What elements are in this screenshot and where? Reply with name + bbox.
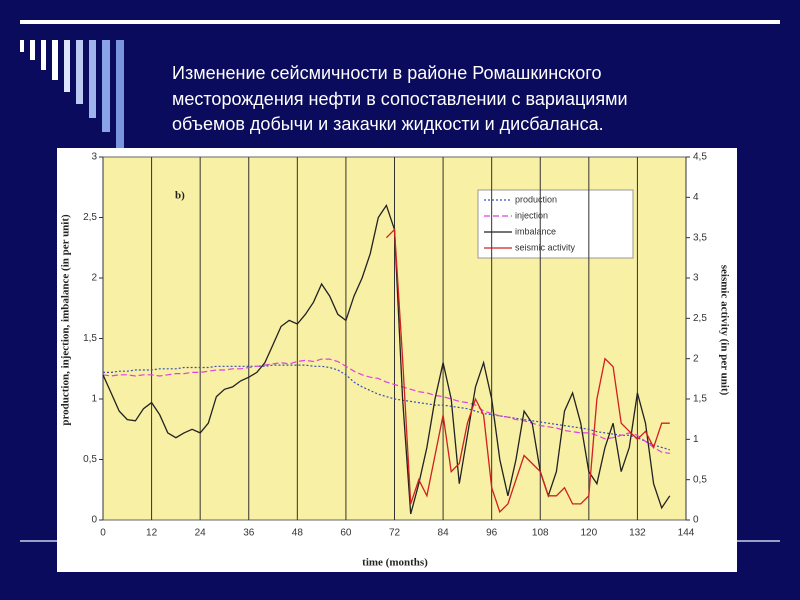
y-tick-label: 2 xyxy=(91,273,97,284)
x-tick-label: 24 xyxy=(195,528,207,539)
y2-tick-label: 1 xyxy=(693,434,699,445)
y-tick-label: 1,5 xyxy=(83,333,97,344)
series-line xyxy=(102,358,670,454)
y2-tick-label: 3 xyxy=(693,273,699,284)
legend-label: production xyxy=(515,194,557,204)
y-tick-label: 2,5 xyxy=(83,212,97,223)
x-tick-label: 96 xyxy=(486,528,498,539)
x-tick-label: 144 xyxy=(678,528,695,539)
x-tick-label: 60 xyxy=(340,528,352,539)
y-tick-label: 0,5 xyxy=(83,454,97,465)
title-line: Изменение сейсмичности в районе Ромашкин… xyxy=(172,63,601,83)
legend-label: injection xyxy=(515,210,548,220)
legend-label: seismic activity xyxy=(515,242,576,252)
x-tick-label: 0 xyxy=(100,528,106,539)
x-tick-label: 48 xyxy=(292,528,304,539)
decor-stripes xyxy=(20,40,124,148)
series-line xyxy=(102,203,671,515)
y-tick-label: 1 xyxy=(91,394,97,405)
x-tick-label: 12 xyxy=(146,528,158,539)
x-tick-label: 72 xyxy=(389,528,401,539)
legend-label: imbalance xyxy=(515,226,556,236)
y-axis-label: production, injection, imbalance (in per… xyxy=(60,214,72,426)
y-tick-label: 3 xyxy=(91,152,97,163)
x-tick-label: 84 xyxy=(438,528,450,539)
y2-tick-label: 0 xyxy=(693,515,699,526)
y2-tick-label: 0,5 xyxy=(693,474,707,485)
x-tick-label: 120 xyxy=(580,528,597,539)
legend-box xyxy=(477,189,634,259)
y2-tick-label: 2 xyxy=(693,353,699,364)
x-tick-label: 108 xyxy=(532,528,549,539)
y2-tick-label: 2,5 xyxy=(693,313,707,324)
y2-tick-label: 1,5 xyxy=(693,394,707,405)
y-tick-label: 0 xyxy=(91,515,97,526)
y2-tick-label: 3,5 xyxy=(693,232,707,243)
annotation: b) xyxy=(175,190,185,202)
x-tick-label: 132 xyxy=(629,528,646,539)
title-line: объемов добычи и закачки жидкости и дисб… xyxy=(172,114,604,134)
y2-axis-label: seismic activity (in per unit) xyxy=(718,265,730,396)
x-tick-label: 36 xyxy=(243,528,255,539)
series-line xyxy=(385,228,670,514)
y2-tick-label: 4 xyxy=(693,192,699,203)
title-line: месторождения нефти в сопоставлении с ва… xyxy=(172,89,628,109)
y2-tick-label: 4,5 xyxy=(693,152,707,163)
x-axis-label: time (months) xyxy=(362,557,428,569)
